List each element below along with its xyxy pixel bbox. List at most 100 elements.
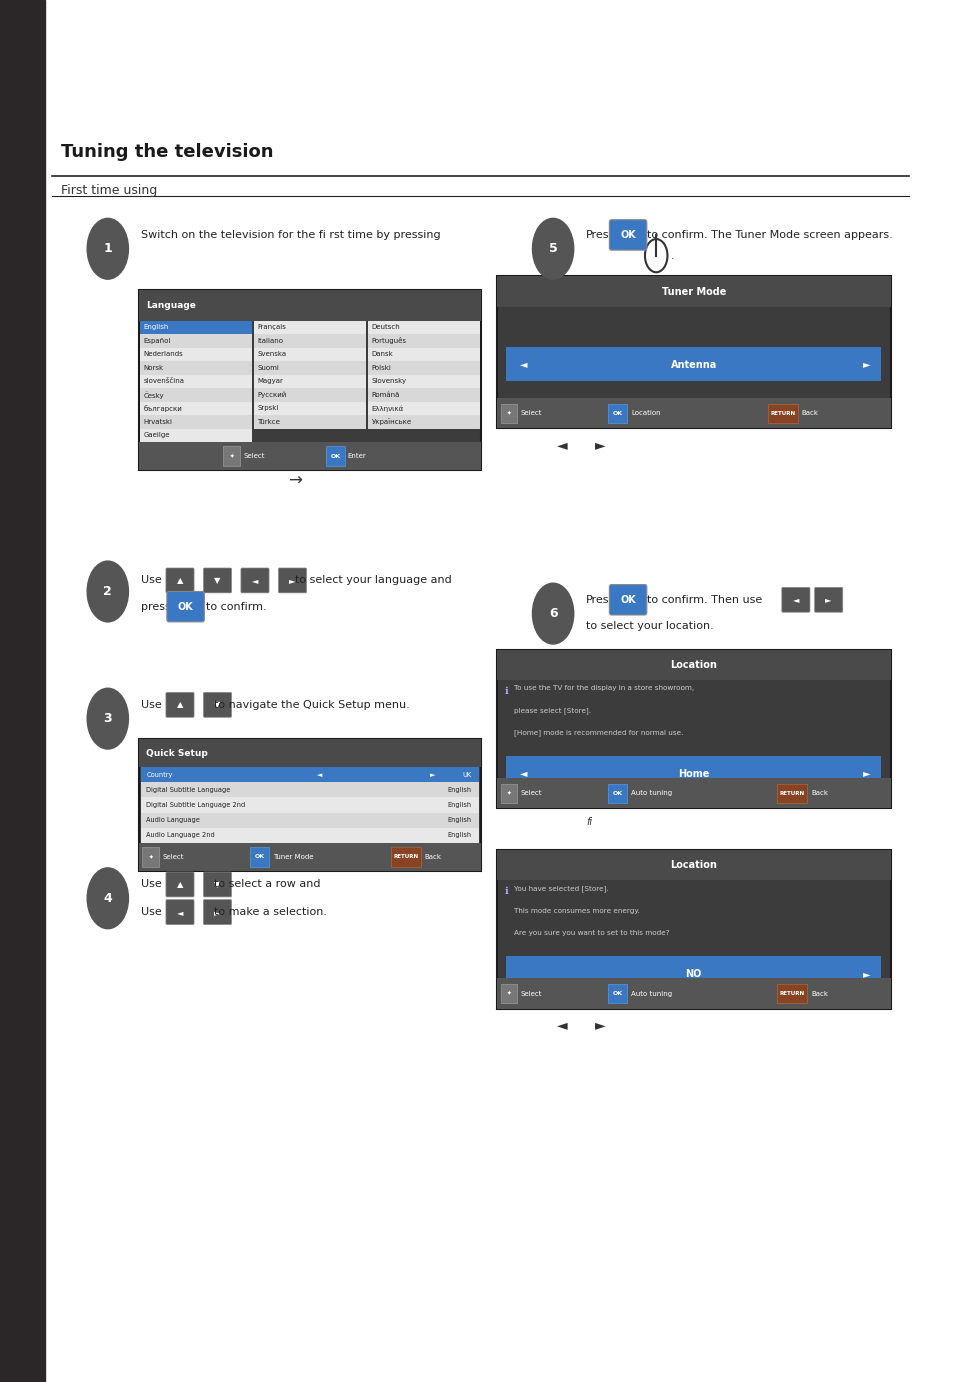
Text: Location: Location xyxy=(630,410,659,416)
Bar xyxy=(368,415,479,428)
Bar xyxy=(140,797,478,813)
Text: Switch on the television for the fi rst time by pressing: Switch on the television for the fi rst … xyxy=(140,229,439,240)
Text: ▼: ▼ xyxy=(214,880,220,889)
FancyBboxPatch shape xyxy=(241,568,269,593)
Text: Select: Select xyxy=(243,453,264,459)
Text: Use: Use xyxy=(140,879,161,890)
Text: Use: Use xyxy=(140,907,161,918)
Bar xyxy=(139,402,252,415)
Text: To use the TV for the display in a store showroom,: To use the TV for the display in a store… xyxy=(513,685,693,691)
Text: OK: OK xyxy=(254,854,265,860)
Text: ►: ► xyxy=(214,908,220,916)
Text: ►: ► xyxy=(862,359,870,369)
Text: Audio Language: Audio Language xyxy=(146,817,200,824)
FancyBboxPatch shape xyxy=(166,568,193,593)
Bar xyxy=(497,850,890,880)
Text: to confirm. Then use: to confirm. Then use xyxy=(646,594,761,605)
Text: Back: Back xyxy=(424,854,441,860)
Text: ◄: ◄ xyxy=(792,596,799,604)
FancyBboxPatch shape xyxy=(167,591,204,622)
Circle shape xyxy=(532,583,573,644)
Text: Suomi: Suomi xyxy=(257,365,279,370)
Bar xyxy=(506,347,881,381)
FancyBboxPatch shape xyxy=(166,872,193,897)
Text: Enter: Enter xyxy=(347,453,366,459)
Text: English: English xyxy=(447,832,471,839)
Text: ✦: ✦ xyxy=(230,453,233,459)
FancyBboxPatch shape xyxy=(609,585,646,615)
Text: ℹ: ℹ xyxy=(504,886,508,897)
Text: English: English xyxy=(447,786,471,793)
Text: Magyar: Magyar xyxy=(257,379,283,384)
Text: NO: NO xyxy=(685,969,701,978)
Text: ◄: ◄ xyxy=(176,908,183,916)
FancyBboxPatch shape xyxy=(166,900,193,925)
Circle shape xyxy=(87,868,129,929)
Bar xyxy=(0,0,45,1382)
Bar xyxy=(497,650,890,808)
Bar xyxy=(506,956,881,991)
Bar xyxy=(140,813,478,828)
Bar xyxy=(138,290,480,470)
FancyBboxPatch shape xyxy=(166,692,193,717)
Text: ◄: ◄ xyxy=(557,438,567,452)
Text: Français: Français xyxy=(257,325,286,330)
Bar xyxy=(138,290,480,321)
Text: ▲: ▲ xyxy=(176,576,183,585)
Bar xyxy=(497,650,890,680)
Bar xyxy=(138,739,480,767)
Bar xyxy=(497,276,890,307)
Bar xyxy=(497,398,890,428)
Text: Use: Use xyxy=(140,699,161,710)
Text: Русский: Русский xyxy=(257,391,287,398)
Bar xyxy=(497,850,890,1009)
Text: First time using: First time using xyxy=(61,184,157,198)
Bar xyxy=(368,375,479,388)
Text: ◄: ◄ xyxy=(557,1019,567,1032)
Text: Digital Subtitle Language 2nd: Digital Subtitle Language 2nd xyxy=(146,802,245,808)
Text: Auto tuning: Auto tuning xyxy=(630,991,671,996)
Text: Español: Español xyxy=(143,337,171,344)
Text: 2: 2 xyxy=(103,585,112,598)
Circle shape xyxy=(532,218,573,279)
FancyBboxPatch shape xyxy=(609,220,646,250)
Text: Tuner Mode: Tuner Mode xyxy=(660,286,725,297)
Text: Back: Back xyxy=(801,410,818,416)
Text: ▼: ▼ xyxy=(214,701,220,709)
FancyBboxPatch shape xyxy=(203,568,232,593)
Text: RETURN: RETURN xyxy=(769,410,795,416)
Bar xyxy=(368,334,479,348)
Text: Svenska: Svenska xyxy=(257,351,286,358)
FancyBboxPatch shape xyxy=(203,692,232,717)
Text: RETURN: RETURN xyxy=(779,991,804,996)
Text: Back: Back xyxy=(810,791,827,796)
Bar xyxy=(253,321,366,334)
Bar xyxy=(139,415,252,428)
Text: OK: OK xyxy=(619,229,636,240)
Text: ►: ► xyxy=(429,771,435,778)
Text: Nederlands: Nederlands xyxy=(143,351,183,358)
FancyBboxPatch shape xyxy=(326,446,344,466)
Text: 5: 5 xyxy=(548,242,557,256)
Text: Location: Location xyxy=(670,659,717,670)
Bar xyxy=(253,361,366,375)
Bar xyxy=(497,778,890,808)
Text: OK: OK xyxy=(330,453,340,459)
Text: OK: OK xyxy=(612,410,622,416)
Text: Country: Country xyxy=(146,771,172,778)
Text: Tuning the television: Tuning the television xyxy=(61,142,274,162)
FancyBboxPatch shape xyxy=(250,847,269,867)
Text: Українське: Українське xyxy=(371,419,412,426)
Text: ►: ► xyxy=(289,576,295,585)
FancyBboxPatch shape xyxy=(500,404,517,423)
Text: ►: ► xyxy=(824,596,831,604)
Text: →: → xyxy=(288,471,302,491)
Text: ▲: ▲ xyxy=(176,701,183,709)
Text: ▼: ▼ xyxy=(214,576,220,585)
Text: RETURN: RETURN xyxy=(393,854,418,860)
Text: Back: Back xyxy=(810,991,827,996)
Bar xyxy=(368,361,479,375)
FancyBboxPatch shape xyxy=(814,587,841,612)
Circle shape xyxy=(87,688,129,749)
Text: to confirm.: to confirm. xyxy=(206,601,267,612)
